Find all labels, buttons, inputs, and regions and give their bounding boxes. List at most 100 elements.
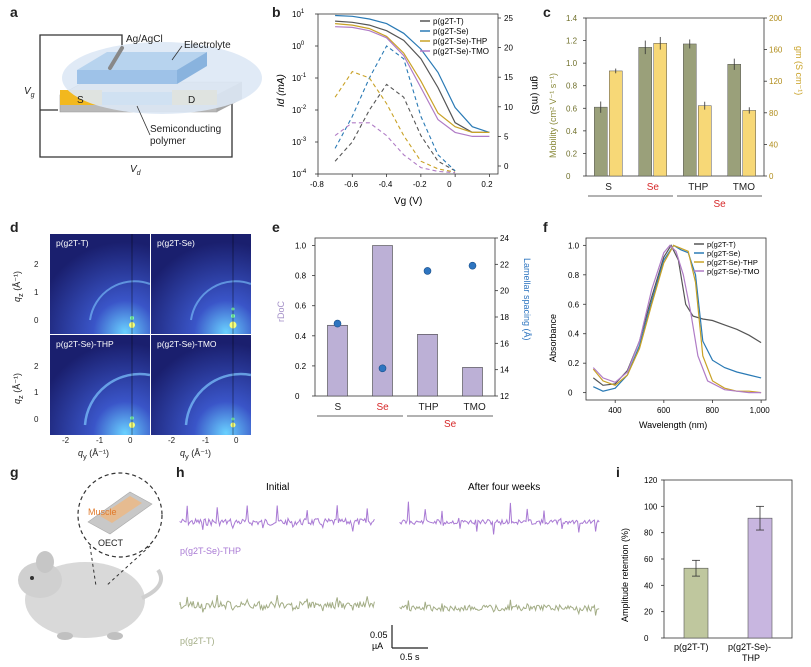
f-line-3	[592, 244, 762, 394]
b-ytick-base: 10	[292, 42, 301, 51]
i-ytick-label: 80	[644, 529, 653, 538]
c-xcat-0: S	[605, 182, 612, 193]
b-gm-line-3	[334, 122, 456, 174]
mouse-tail	[141, 568, 163, 600]
ecg-recording-panel: Initial After four weeks p(g2T-Se)-THP p…	[179, 482, 600, 662]
e-xcat-0: S	[335, 402, 342, 413]
e-xcat-3: TMO	[464, 402, 486, 413]
b-ytick-base: 10	[292, 74, 301, 83]
h-t-label: p(g2T-T)	[180, 636, 215, 646]
e-bar-rdoc-3	[462, 367, 483, 397]
b-legend-label-3: p(g2T-Se)-TMO	[433, 47, 489, 56]
e-ytick-left-label: 0.8	[295, 272, 307, 281]
plot-frame	[317, 13, 499, 175]
e-ytick-left-label: 0.2	[295, 362, 307, 371]
source-label: S	[77, 95, 84, 106]
semiconductor-label-1: Semiconducting	[150, 124, 221, 135]
i-cat2-1: p(g2T-Se)-	[728, 642, 771, 652]
muscle-label: Muscle	[88, 507, 117, 517]
f-legend-label-1: p(g2T-Se)	[707, 249, 741, 258]
e-point-lamellar-0	[333, 319, 342, 328]
b-ytick-base: 10	[292, 10, 301, 19]
i-cat1: p(g2T-T)	[674, 642, 709, 652]
b-ytick-exp: 0	[301, 41, 305, 47]
drain-label: D	[188, 95, 195, 106]
giwaxs-image-1: p(g2T-T)	[50, 234, 150, 334]
b-ytick-left-label: 10-3	[292, 137, 307, 147]
panel-label-c: c	[543, 4, 551, 20]
b-legend-label-1: p(g2T-Se)	[433, 27, 469, 36]
panel-label-a: a	[10, 4, 18, 20]
panel-label-h: h	[176, 464, 185, 480]
b-xtick-label: -0.2	[413, 180, 427, 189]
f-line-2	[592, 244, 762, 394]
c-ytick-left-label: 0.6	[566, 104, 578, 113]
scale-current: 0.05	[370, 630, 388, 640]
mouse-head	[18, 562, 62, 598]
c-bar-gm-3	[742, 110, 756, 177]
b-ytick-right-label: 25	[504, 14, 513, 23]
c-bar-mobility-1	[638, 47, 652, 177]
b-gm-line-2	[334, 70, 456, 173]
d-ytick-1-top: 1	[34, 288, 39, 297]
plot-frame	[663, 479, 793, 639]
e-bar-rdoc-2	[417, 334, 438, 397]
b-xlabel: Vg (V)	[394, 196, 422, 207]
f-line-1	[593, 244, 762, 392]
b-gm-line-1	[334, 45, 456, 172]
plot-frame	[585, 17, 765, 177]
c-ytick-left-label: 1.4	[566, 14, 578, 23]
d-xlabel-left: qy (Å⁻¹)	[78, 448, 110, 461]
c-bar-gm-2	[698, 105, 712, 177]
b-xtick-label: -0.4	[379, 180, 393, 189]
giwaxs-image-4: p(g2T-Se)-TMO	[151, 335, 251, 435]
h-thp-label: p(g2T-Se)-THP	[180, 546, 241, 556]
c-ytick-left-label: 1.2	[566, 37, 578, 46]
h-after-label: After four weeks	[468, 482, 540, 493]
c-ytick-left-label: 0.8	[566, 82, 578, 91]
f-xlabel: Wavelength (nm)	[639, 420, 707, 430]
b-ytick-exp: 1	[301, 9, 305, 15]
c-ylabel-right: gm (S cm⁻¹)	[794, 46, 804, 95]
d-xtick-2: -1	[96, 436, 104, 445]
b-legend-label-0: p(g2T-T)	[433, 17, 464, 26]
e-bar-rdoc-0	[327, 324, 348, 397]
b-id-line-3	[335, 26, 490, 137]
absorbance-chart: 0 0.2 0.4 0.6 0.8 1.0 400 600 800 1,000 p(g2T-T)…	[548, 237, 770, 430]
f-legend-label-3: p(g2T-Se)-TMO	[707, 267, 760, 276]
giwaxs-panel: p(g2T-T) p(g2T-Se) p(g2T-Se)-THP p(g2T-S…	[10, 222, 270, 462]
i-bar-0	[683, 567, 709, 639]
panel-label-b: b	[272, 4, 281, 20]
b-xtick-label: -0.8	[310, 180, 324, 189]
e-ytick-right-label: 14	[500, 366, 509, 375]
e-group-label: Se	[444, 419, 457, 430]
f-ytick-label: 0.8	[568, 271, 580, 280]
d-ytick-0-bot: 0	[34, 415, 39, 424]
d-xtick-1: -2	[62, 436, 70, 445]
giwaxs-label-1: p(g2T-T)	[56, 238, 89, 248]
c-ytick-right-label: 0	[769, 172, 774, 181]
d-ytick-2-top: 2	[34, 260, 39, 269]
mouse-ear	[36, 551, 54, 573]
b-xtick-label: 0	[447, 180, 452, 189]
c-ytick-right-label: 40	[769, 140, 778, 149]
electrolyte-label: Electrolyte	[184, 40, 231, 51]
panel-label-d: d	[10, 219, 19, 235]
b-ytick-left-label: 10-2	[292, 105, 307, 115]
muscle-region	[100, 496, 142, 523]
trace-t-initial	[179, 595, 375, 613]
c-ytick-left-label: 1.0	[566, 59, 578, 68]
i-cat2-2: THP	[742, 653, 760, 663]
semiconductor-label-2: polymer	[150, 136, 186, 147]
e-point-lamellar-3	[468, 261, 477, 270]
c-bar-mobility-3	[727, 64, 741, 177]
c-ytick-left-label: 0.2	[566, 149, 578, 158]
b-ytick-exp: -1	[301, 73, 307, 79]
panel-label-e: e	[272, 219, 280, 235]
d-xtick-4: -2	[168, 436, 176, 445]
b-ytick-right-label: 20	[504, 44, 513, 53]
b-ytick-right-label: 5	[504, 132, 509, 141]
i-ytick-label: 100	[644, 502, 658, 511]
panel-label-f: f	[543, 219, 548, 235]
e-point-lamellar-2	[423, 267, 432, 275]
